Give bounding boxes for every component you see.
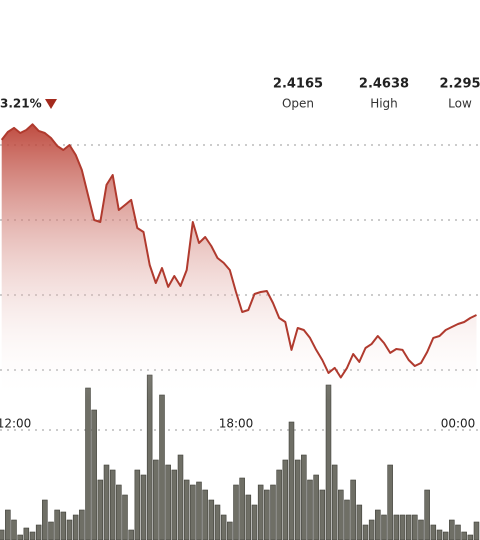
volume-bar — [72, 514, 79, 540]
volume-bar — [128, 529, 134, 540]
volume-bar — [412, 514, 418, 540]
volume-bar — [442, 531, 449, 540]
volume-bar — [436, 529, 443, 540]
volume-bar — [5, 509, 11, 540]
volume-bar — [134, 469, 141, 540]
volume-bar — [0, 529, 5, 540]
volume-bar — [42, 499, 48, 540]
volume-bar — [29, 531, 36, 540]
volume-bar — [54, 509, 60, 540]
volume-bar — [196, 481, 202, 540]
volume-bar — [109, 469, 116, 540]
volume-bar — [418, 519, 424, 540]
down-arrow — [45, 99, 57, 109]
volume-bar — [245, 494, 252, 540]
volume-bar — [455, 524, 461, 540]
volume-bar — [165, 464, 171, 540]
volume-bar — [270, 484, 276, 540]
volume-bar — [393, 514, 400, 540]
volume-bar — [91, 409, 97, 540]
volume-bar — [233, 484, 239, 540]
volume-bar — [313, 474, 319, 540]
stat-value: 2.4638 — [359, 77, 409, 92]
volume-bar — [257, 484, 264, 540]
volume-bar — [307, 479, 313, 540]
volume-bar — [60, 511, 67, 540]
volume-bar — [97, 479, 104, 540]
volume-bar — [473, 521, 480, 540]
volume-bar — [276, 469, 282, 540]
volume-bar — [319, 489, 326, 540]
volume-bar — [264, 489, 270, 540]
volume-bar — [381, 514, 387, 540]
volume-bar — [159, 394, 165, 540]
volume-bar — [424, 489, 430, 540]
volume-bar — [214, 504, 221, 540]
volume-bar — [183, 479, 190, 540]
volume-bar — [48, 521, 54, 540]
volume-bar — [356, 504, 363, 540]
volume-bar — [449, 519, 455, 540]
volume-bar — [387, 464, 393, 540]
volume-bar — [467, 534, 474, 540]
volume-bar — [171, 469, 178, 540]
stat-value: 2.4165 — [273, 77, 323, 92]
volume-bar — [122, 494, 128, 540]
change: 3.21% — [0, 97, 42, 111]
x-tick-label: 12:00 — [0, 417, 31, 431]
volume-bar — [338, 489, 344, 540]
volume-bar — [251, 504, 258, 540]
volume-bar — [362, 524, 369, 540]
volume-bar — [202, 489, 208, 540]
volume-bar — [23, 527, 30, 540]
volume-bar — [399, 514, 406, 540]
price-area — [1, 124, 477, 401]
volume-bar — [430, 524, 437, 540]
x-tick-label: 18:00 — [219, 417, 254, 431]
volume-bar — [220, 514, 227, 540]
volume-bar — [116, 484, 122, 540]
volume-bar — [331, 464, 338, 540]
volume-bar — [66, 519, 73, 540]
volume-bar — [11, 519, 17, 540]
volume-bar — [17, 534, 23, 540]
volume-bar — [153, 459, 159, 540]
volume-bar — [140, 474, 147, 540]
volume-bar — [208, 499, 215, 540]
volume-bar — [461, 531, 467, 540]
volume-bar — [368, 519, 375, 540]
volume-bar — [294, 459, 301, 540]
volume-bar — [282, 459, 289, 540]
volume-bar — [35, 524, 42, 540]
volume-bar — [344, 499, 350, 540]
stat-label: Open — [282, 97, 314, 111]
volume-bar — [301, 454, 307, 540]
volume-bar — [85, 387, 91, 540]
volume-bar — [227, 521, 233, 540]
volume-bar — [190, 484, 196, 540]
price-line — [0, 123, 477, 379]
volume-bar — [103, 464, 110, 540]
volume-bar — [288, 421, 295, 540]
stat-value: 2.295 — [439, 77, 480, 92]
volume-bar — [405, 514, 412, 540]
stat-label: High — [370, 97, 398, 111]
volume-bar — [177, 454, 184, 540]
volume-bar — [79, 509, 85, 540]
stat-label: Low — [448, 97, 472, 111]
volume-bar — [350, 479, 356, 540]
volume-bar — [325, 384, 332, 540]
volume-bar — [239, 477, 245, 540]
volume-bar — [375, 509, 381, 540]
x-tick-label: 00:00 — [441, 417, 476, 431]
